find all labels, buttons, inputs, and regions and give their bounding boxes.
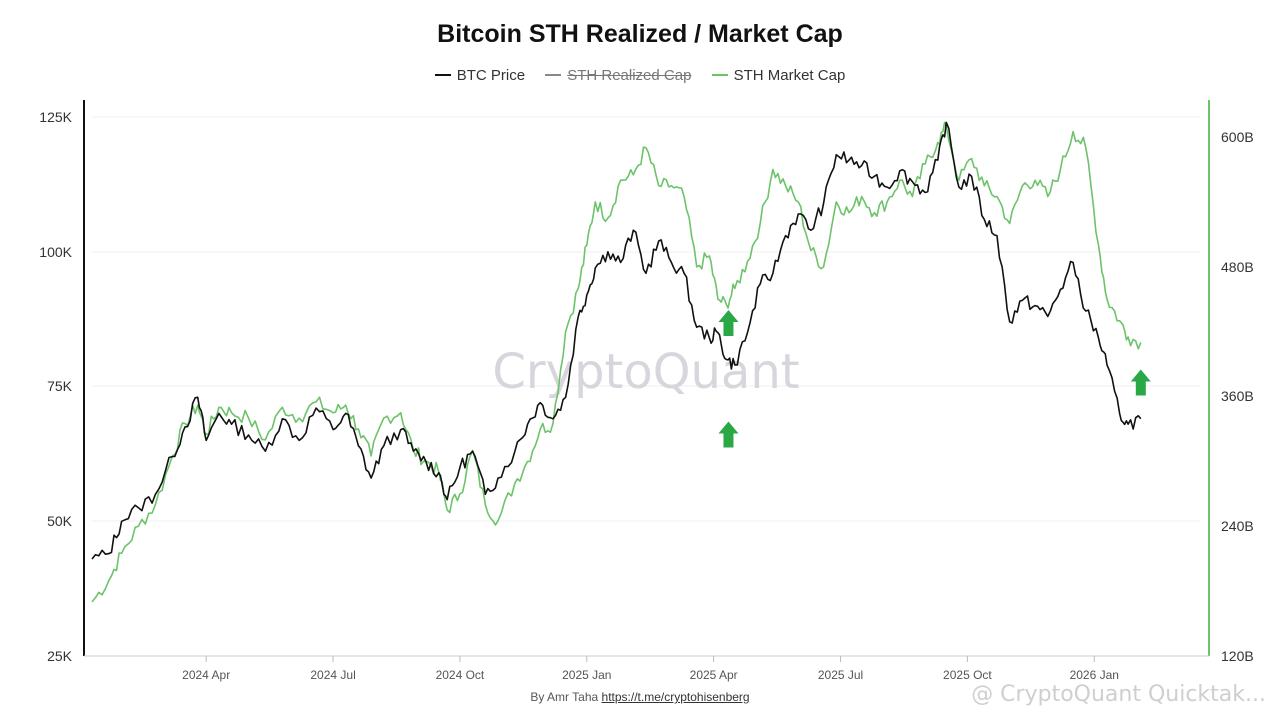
annotation-arrow-up-1 [718, 310, 739, 336]
series-line-btc-price [91, 121, 1142, 560]
legend-swatch-btc [434, 74, 451, 76]
legend-item-sth-realized-cap[interactable]: STH Realized Cap [545, 67, 691, 84]
annotation-arrow-up-3 [1130, 369, 1151, 396]
y-axis-right-labels: 120B 240B 360B 480B 600B [1221, 129, 1254, 664]
credit-prefix: By Amr Taha [530, 690, 602, 704]
x-tick-2025-jan: 2025 Jan [562, 668, 611, 682]
y-right-tick-240B: 240B [1221, 518, 1254, 534]
y-right-tick-480B: 480B [1221, 259, 1254, 275]
legend-label-sth-market-cap: STH Market Cap [733, 66, 846, 84]
y-left-tick-75K: 75K [47, 378, 73, 394]
x-axis-labels: 2024 Apr 2024 Jul 2024 Oct 2025 Jan 2025 Apr… [182, 656, 1119, 682]
x-tick-2026-jan: 2026 Jan [1070, 668, 1119, 682]
legend-swatch-realized [545, 74, 562, 76]
chart-title: Bitcoin STH Realized / Market Cap [437, 20, 843, 48]
annotation-arrow-up-2 [718, 421, 739, 448]
annotations [718, 310, 1151, 448]
series-group [91, 121, 1142, 603]
y-left-tick-25K: 25K [47, 648, 73, 664]
legend-item-btc-price[interactable]: BTC Price [434, 66, 526, 84]
y-left-tick-125K: 125K [39, 109, 72, 125]
legend-label-btc-price: BTC Price [456, 66, 526, 84]
watermark: CryptoQuant [492, 344, 799, 400]
legend-item-sth-market-cap[interactable]: STH Market Cap [711, 66, 846, 84]
legend-swatch-market [711, 74, 728, 76]
corner-watermark: @ CryptoQuant Quicktak... [971, 682, 1266, 707]
x-tick-2024-jul: 2024 Jul [310, 668, 355, 682]
y-right-tick-120B: 120B [1221, 648, 1254, 664]
series-line-sth-market-cap [91, 121, 1142, 603]
x-tick-2025-oct: 2025 Oct [943, 668, 992, 682]
legend: BTC Price STH Realized Cap STH Market Ca… [0, 63, 1280, 84]
x-tick-2024-oct: 2024 Oct [436, 668, 485, 682]
credit-link[interactable]: https://t.me/cryptohisenberg [601, 690, 750, 704]
y-right-tick-360B: 360B [1221, 388, 1254, 404]
legend-label-sth-realized-cap: STH Realized Cap [567, 66, 692, 84]
y-left-tick-50K: 50K [47, 513, 73, 529]
x-tick-2024-apr: 2024 Apr [182, 668, 230, 682]
x-tick-2025-jul: 2025 Jul [818, 668, 863, 682]
credit-line: By Amr Taha https://t.me/cryptohisenberg [0, 690, 1280, 704]
y-right-tick-600B: 600B [1221, 129, 1254, 145]
x-tick-2025-apr: 2025 Apr [690, 668, 738, 682]
y-left-tick-100K: 100K [39, 244, 72, 260]
y-axis-left-labels: 25K 50K 75K 100K 125K [39, 109, 72, 664]
